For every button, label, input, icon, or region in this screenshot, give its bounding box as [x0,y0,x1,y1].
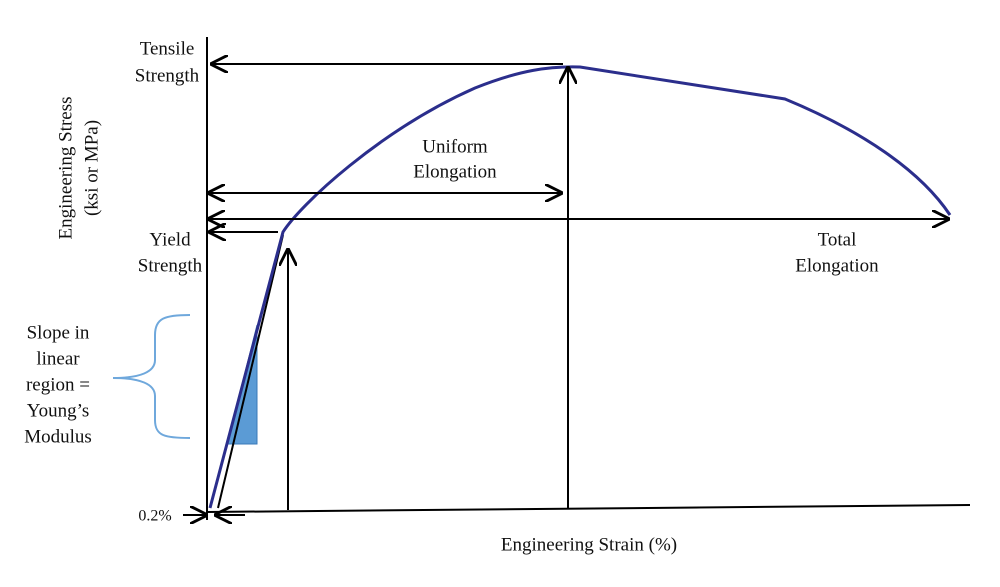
youngs-modulus-label: region = [26,374,90,395]
total-elongation-label: Total [818,229,857,250]
youngs-modulus-label: Young’s [27,400,90,421]
tensile-strength-label: Strength [135,65,200,86]
x-axis [206,504,971,513]
stress-strain-curve [208,65,952,509]
tensile-strength-label: Tensile [140,38,195,59]
offset-label: 0.2% [138,508,171,525]
offset-line [217,234,284,509]
brace [112,314,191,439]
labels: Engineering Stress (ksi or MPa) Tensile Str… [24,38,879,447]
y-axis-label: Engineering Stress [55,96,76,239]
uniform-elongation-label: Uniform [422,136,488,157]
y-axis-label: (ksi or MPa) [81,120,102,216]
youngs-modulus-label: Modulus [24,426,92,447]
uniform-elongation-label: Elongation [413,161,497,182]
total-elongation-label: Elongation [795,255,879,276]
x-axis-label: Engineering Strain (%) [501,534,677,555]
yield-strength-label: Strength [138,255,203,276]
youngs-modulus-label: Slope in [27,322,90,343]
youngs-modulus-label: linear [36,348,80,369]
yield-strength-label: Yield [149,229,191,250]
